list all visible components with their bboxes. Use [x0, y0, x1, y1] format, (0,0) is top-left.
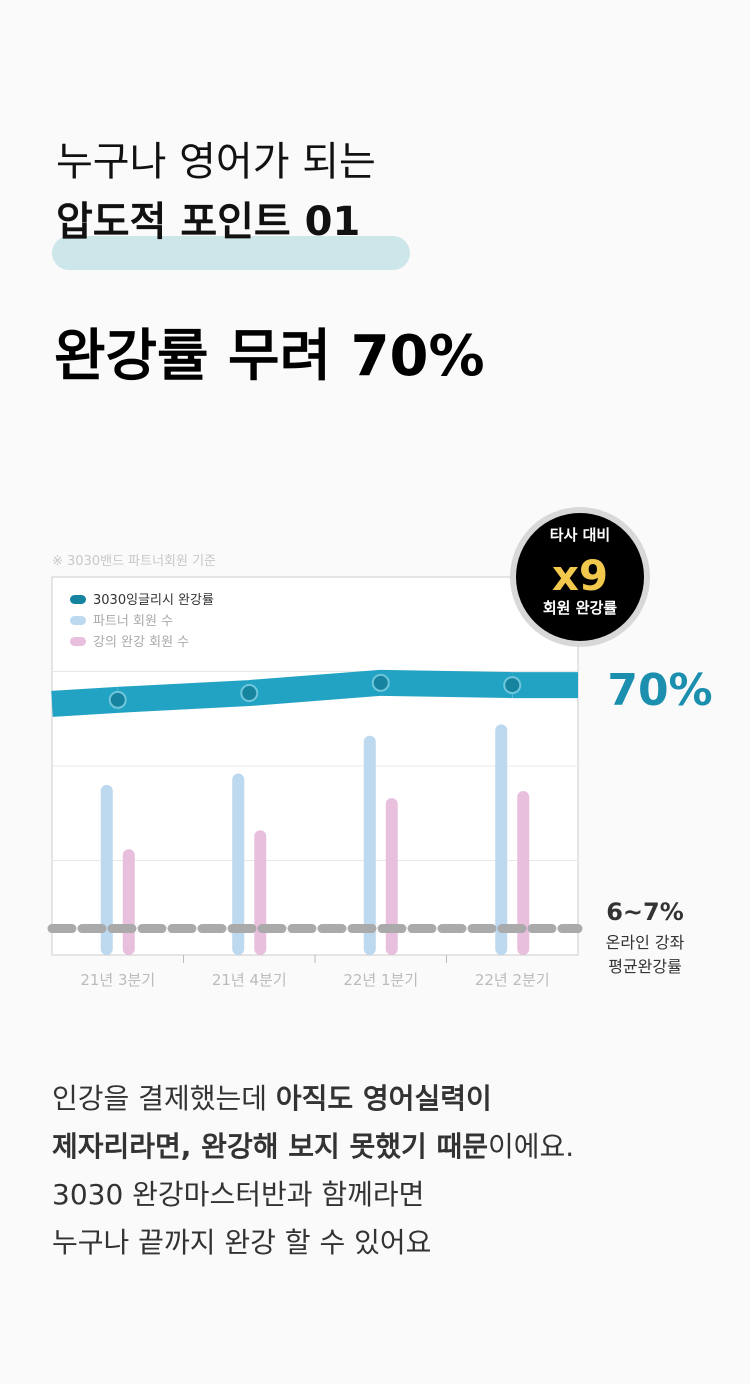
- badge-big: x9: [552, 551, 608, 600]
- x-tick-label: 22년 1분기: [343, 971, 418, 989]
- legend-label: 3030잉글리시 완강률: [93, 593, 214, 608]
- legend-swatch: [70, 616, 86, 625]
- line-extension: [51, 686, 119, 717]
- legend-label: 강의 완강 회원 수: [93, 635, 189, 650]
- line-point: [371, 673, 390, 692]
- x-tick-label: 22년 2분기: [475, 971, 550, 989]
- legend-swatch: [70, 637, 86, 646]
- x-tick-label: 21년 3분기: [80, 971, 155, 989]
- badge: [516, 513, 644, 641]
- bar: [122, 849, 135, 955]
- bar: [495, 724, 508, 955]
- body-line: 제자리라면, 완강해 보지 못했기 때문이에요.: [52, 1130, 574, 1163]
- body-run: 누구나 끝까지 완강 할 수 있어요: [52, 1226, 431, 1259]
- body-line: 인강을 결제했는데 아직도 영어실력이: [52, 1082, 492, 1115]
- bar: [517, 790, 530, 955]
- line: [117, 669, 513, 713]
- body-run: 3030 완강마스터반과 함께라면: [52, 1178, 424, 1211]
- bar: [232, 773, 245, 955]
- legend-swatch: [70, 595, 86, 604]
- body-run: 아직도 영어실력이: [276, 1082, 492, 1115]
- x-tick-label: 21년 4분기: [212, 971, 287, 989]
- reference-caption: 온라인 강좌: [606, 933, 685, 952]
- bar: [100, 784, 113, 955]
- highlight: [52, 236, 410, 270]
- legend-label: 파트너 회원 수: [93, 614, 173, 629]
- header-line1: 누구나 영어가 되는: [56, 139, 376, 185]
- reference-label: 6~7%: [606, 898, 684, 926]
- body-run: 이에요.: [488, 1130, 574, 1163]
- badge-top: 타사 대비: [550, 526, 610, 544]
- line-point: [503, 676, 522, 695]
- body-line: 누구나 끝까지 완강 할 수 있어요: [52, 1226, 431, 1259]
- body-run: 인강을 결제했는데: [52, 1082, 276, 1115]
- bar: [385, 798, 398, 955]
- headline: 완강률 무려 70%: [54, 324, 485, 389]
- bar: [363, 735, 376, 955]
- reference-caption: 평균완강률: [608, 957, 682, 976]
- bar: [254, 830, 267, 955]
- body-run: 제자리라면, 완강해 보지 못했기 때문: [52, 1130, 488, 1163]
- header-line2: 압도적 포인트 01: [56, 199, 360, 245]
- badge-bottom: 회원 완강률: [543, 599, 617, 617]
- chart-note: ※ 3030밴드 파트너회원 기준: [52, 554, 216, 569]
- end-label: 70%: [607, 665, 712, 716]
- line-point: [108, 690, 127, 709]
- body-line: 3030 완강마스터반과 함께라면: [52, 1178, 424, 1211]
- line-point: [240, 684, 259, 703]
